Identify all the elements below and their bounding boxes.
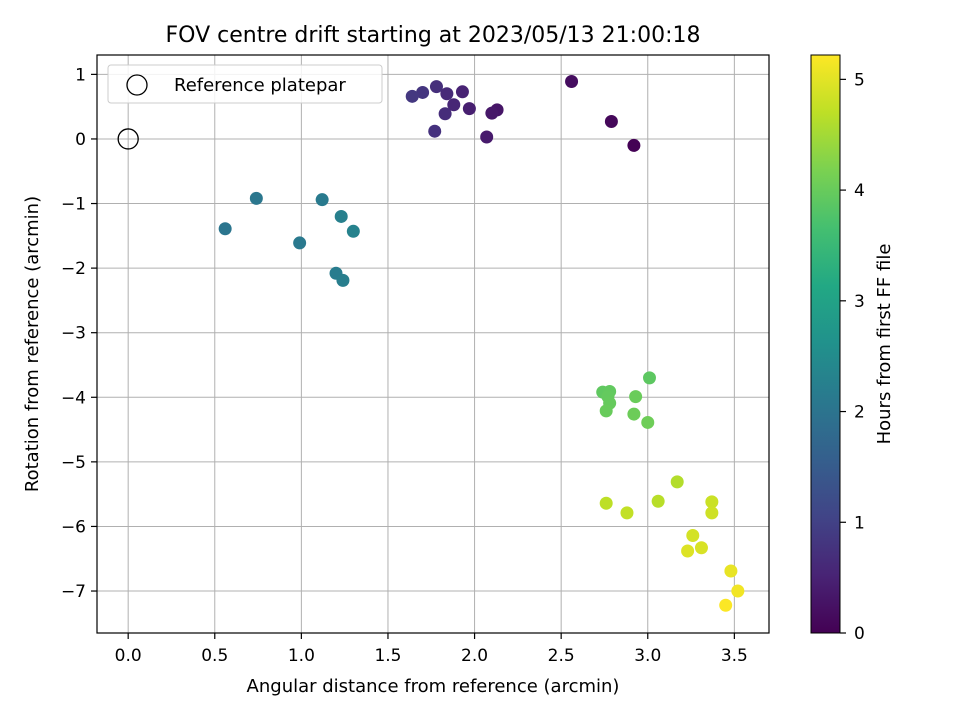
y-tick-label: 0 [75,130,86,150]
colorbar-label: Hours from first FF file [874,244,895,445]
chart-title: FOV centre drift starting at 2023/05/13 … [166,23,701,48]
x-tick-label: 3.5 [721,646,748,666]
y-tick-label: −7 [61,582,86,602]
grid [97,55,769,633]
scatter-point [315,193,329,207]
scatter-point [485,106,499,120]
colorbar-tick-label: 0 [854,624,865,644]
y-tick-label: −5 [61,453,86,473]
scatter-point [627,138,641,152]
y-tick-label: −6 [61,517,86,537]
x-axis-label: Angular distance from reference (arcmin) [247,676,620,697]
y-tick-label: −1 [61,195,86,215]
colorbar-tick-label: 5 [854,70,865,90]
scatter-point [447,98,461,112]
scatter-point [480,130,494,144]
scatter-point [599,404,613,418]
x-tick-label: 2.5 [548,646,575,666]
scatter-point [336,273,350,287]
scatter-point [629,390,643,404]
x-axis-ticks: 0.0 0.5 1.0 1.5 2.0 2.5 3.0 3.5 [115,633,748,666]
reference-point-marker [117,128,139,150]
scatter-point [627,407,641,421]
scatter-point [438,107,452,121]
scatter-points [117,74,745,612]
scatter-point [724,564,738,578]
scatter-point [705,495,719,509]
scatter-point [429,80,443,94]
x-tick-label: 1.5 [374,646,401,666]
scatter-point [604,115,618,129]
colorbar-tick-label: 4 [854,181,865,201]
scatter-point [620,506,634,520]
legend-marker-icon [126,74,148,96]
scatter-point [686,528,700,542]
scatter-point [405,89,419,103]
scatter-point [428,124,442,138]
x-tick-label: 0.0 [115,646,142,666]
y-tick-label: −2 [61,259,86,279]
scatter-point [641,415,655,429]
legend: Reference platepar [107,64,383,104]
colorbar-tick-label: 1 [854,513,865,533]
y-tick-label: −4 [61,388,86,408]
scatter-point [218,222,232,236]
scatter-point [599,496,613,510]
scatter-point [731,584,745,598]
colorbar-tick-label: 2 [854,403,865,423]
scatter-point [455,85,469,99]
scatter-point [416,85,430,99]
x-tick-label: 2.0 [461,646,488,666]
scatter-point [719,598,733,612]
x-tick-label: 1.0 [288,646,315,666]
scatter-point [346,224,360,238]
plot-area: 0.0 0.5 1.0 1.5 2.0 2.5 3.0 3.5 1 0 −1 −2 −3 −4 −5 −6 −… [61,54,770,666]
scatter-point [694,541,708,555]
legend-label: Reference platepar [174,75,346,96]
colorbar-ticks: 0 1 2 3 4 5 [840,70,865,644]
scatter-point [565,74,579,88]
y-axis-ticks: 1 0 −1 −2 −3 −4 −5 −6 −7 [61,65,97,602]
y-tick-label: −3 [61,324,86,344]
x-tick-label: 0.5 [201,646,228,666]
y-tick-label: 1 [75,65,86,85]
scatter-point [670,475,684,489]
legend-box [107,64,383,104]
scatter-point [705,506,719,520]
colorbar: 0 1 2 3 4 5 Hours from first FF file [810,54,895,644]
scatter-point [249,191,263,205]
y-axis-label: Rotation from reference (arcmin) [22,196,43,492]
scatter-point [651,494,665,508]
scatter-point [462,102,476,116]
plot-frame [96,54,770,634]
scatter-point [334,209,348,223]
colorbar-gradient [810,54,841,634]
x-tick-label: 3.0 [634,646,661,666]
colorbar-tick-label: 3 [854,292,865,312]
scatter-point [440,87,454,101]
scatter-point [642,371,656,385]
scatter-point [681,544,695,558]
scatter-point [293,236,307,250]
